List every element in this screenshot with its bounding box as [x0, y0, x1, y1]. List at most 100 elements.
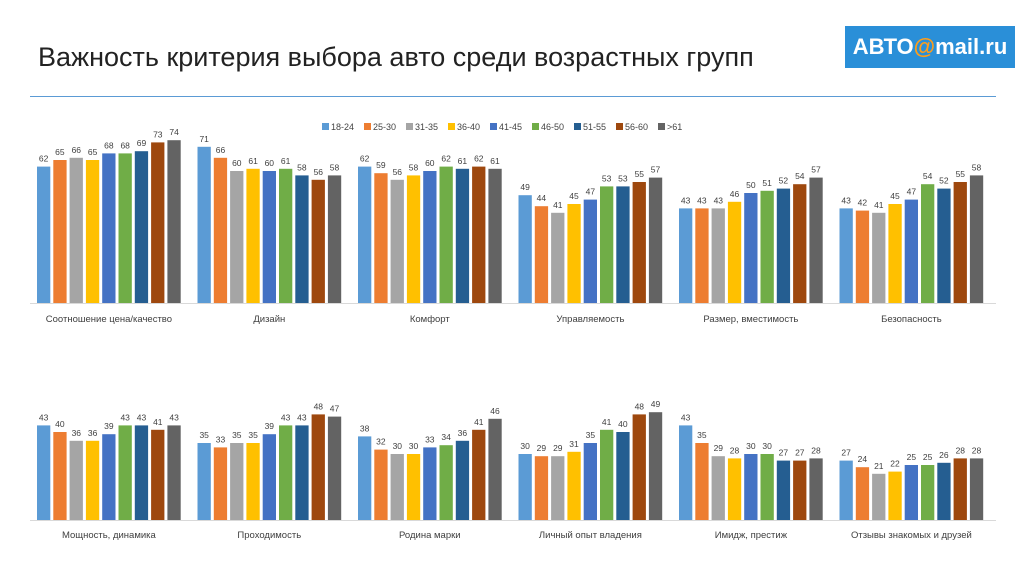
data-label: 55 [956, 169, 966, 179]
legend-swatch [658, 123, 665, 130]
bar [118, 425, 132, 520]
bar [295, 425, 309, 520]
legend-swatch [322, 123, 329, 130]
data-label: 42 [858, 198, 868, 208]
bar [134, 151, 149, 303]
category-label: Проходимость [237, 530, 301, 541]
data-label: 30 [393, 441, 403, 451]
bar [534, 456, 549, 520]
bar [776, 460, 791, 520]
data-label: 43 [120, 412, 130, 422]
data-label: 53 [602, 173, 612, 183]
data-label: 43 [697, 195, 707, 205]
bar [744, 193, 758, 303]
data-label: 49 [520, 182, 530, 192]
legend-label: >61 [667, 122, 682, 132]
bar [855, 210, 870, 303]
data-label: 35 [586, 430, 596, 440]
legend-label: 56-60 [625, 122, 648, 132]
category-label: Мощность, динамика [62, 530, 157, 541]
bar [600, 429, 614, 520]
bar [567, 204, 581, 303]
legend-label: 36-40 [457, 122, 480, 132]
data-label: 30 [409, 441, 419, 451]
bar [760, 190, 774, 303]
data-label: 53 [618, 173, 628, 183]
logo-at: @ [913, 34, 936, 59]
data-label: 27 [841, 448, 851, 458]
bar [230, 171, 244, 303]
data-label: 30 [520, 441, 530, 451]
data-label: 43 [681, 412, 691, 422]
data-label: 44 [537, 193, 547, 203]
bar [632, 414, 646, 520]
bar [872, 212, 886, 303]
bar [439, 166, 453, 303]
bar [937, 462, 951, 520]
bar [472, 429, 486, 520]
data-label: 38 [360, 423, 370, 433]
bar [118, 153, 132, 303]
bar [567, 451, 581, 520]
bar [102, 434, 116, 520]
data-label: 22 [890, 459, 900, 469]
bar [744, 454, 758, 520]
data-label: 28 [972, 445, 982, 455]
bar [53, 432, 67, 520]
data-label: 66 [216, 145, 226, 155]
data-label: 43 [281, 412, 291, 422]
data-label: 43 [714, 195, 724, 205]
bar [904, 465, 918, 520]
data-label: 46 [490, 406, 500, 416]
data-label: 65 [88, 147, 98, 157]
data-label: 62 [39, 154, 49, 164]
bar [455, 440, 470, 520]
data-label: 69 [137, 138, 147, 148]
data-label: 30 [762, 441, 772, 451]
bar [37, 425, 51, 520]
bar [37, 166, 51, 303]
data-label: 52 [939, 176, 949, 186]
data-label: 41 [553, 200, 563, 210]
data-label: 61 [281, 156, 291, 166]
data-label: 45 [890, 191, 900, 201]
bar [213, 157, 228, 303]
data-label: 56 [314, 167, 324, 177]
data-label: 65 [55, 147, 65, 157]
bar [374, 173, 388, 303]
bar [472, 166, 486, 303]
data-label: 61 [248, 156, 258, 166]
legend-label: 31-35 [415, 122, 438, 132]
bar [53, 160, 67, 303]
data-label: 35 [199, 430, 209, 440]
bar [776, 188, 791, 303]
bar [406, 454, 421, 520]
data-label: 62 [474, 154, 484, 164]
category-label: Безопасность [881, 314, 942, 325]
bar [583, 443, 597, 520]
bar [648, 412, 663, 520]
data-label: 29 [553, 443, 563, 453]
data-label: 56 [393, 167, 403, 177]
bar [921, 465, 935, 520]
data-label: 54 [923, 171, 933, 181]
data-label: 29 [537, 443, 547, 453]
legend-label: 46-50 [541, 122, 564, 132]
bar [230, 443, 244, 520]
category-label: Дизайн [253, 314, 285, 325]
legend-label: 18-24 [331, 122, 354, 132]
data-label: 62 [441, 154, 451, 164]
data-label: 59 [376, 160, 386, 170]
data-label: 43 [297, 412, 307, 422]
legend-label: 51-55 [583, 122, 606, 132]
data-label: 51 [762, 178, 772, 188]
legend-swatch [574, 123, 581, 130]
category-label: Размер, вместимость [703, 314, 798, 325]
bar [262, 434, 276, 520]
data-label: 36 [88, 428, 98, 438]
bar [969, 458, 984, 520]
data-label: 43 [137, 412, 147, 422]
bar [648, 177, 663, 303]
bar [695, 208, 709, 303]
data-label: 58 [409, 162, 419, 172]
